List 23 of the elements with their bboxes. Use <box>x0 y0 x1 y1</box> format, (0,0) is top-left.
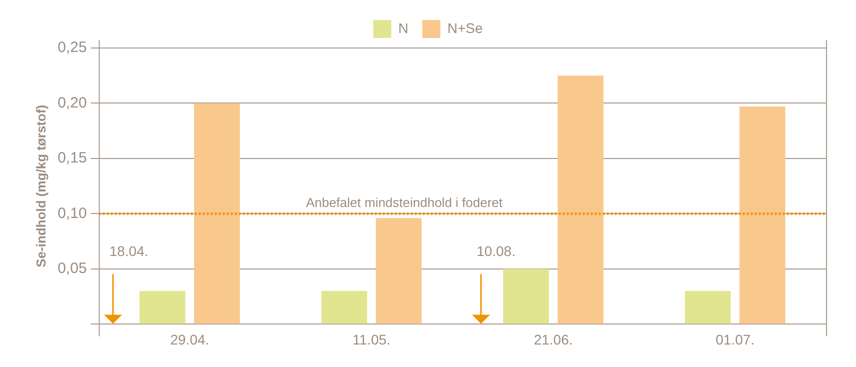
y-tick-label: 0,25 <box>58 39 87 56</box>
y-tick-label: 0,15 <box>58 150 87 167</box>
bar <box>140 291 186 324</box>
x-tick-label: 11.05. <box>352 331 390 348</box>
x-tick-label: 21.06. <box>534 331 573 348</box>
bar <box>194 103 240 324</box>
bar <box>739 106 786 324</box>
bar <box>376 218 422 324</box>
bar <box>321 291 368 324</box>
annotation: 18.04. <box>109 243 148 260</box>
legend-label: N+Se <box>447 20 483 36</box>
ref-line-label: Anbefalet mindsteindhold i foderet <box>306 194 503 210</box>
bar <box>503 268 549 324</box>
bar <box>684 291 731 324</box>
y-tick-label: 0,05 <box>58 260 87 278</box>
annotation: 10.08. <box>476 243 516 260</box>
legend-label: N <box>398 20 408 36</box>
x-tick-label: 01.07. <box>716 331 755 348</box>
y-tick-label: 0,10 <box>58 204 87 222</box>
bar <box>558 76 604 324</box>
y-axis-title: Se-indhold (mg/kg tørstof) <box>33 104 48 268</box>
x-tick-label: 29.04. <box>170 331 210 348</box>
y-tick-label: 0,20 <box>58 94 87 112</box>
